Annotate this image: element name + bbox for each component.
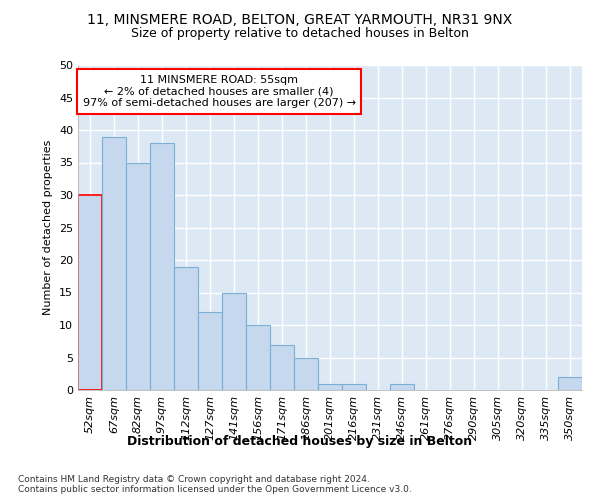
Text: Distribution of detached houses by size in Belton: Distribution of detached houses by size … — [127, 435, 473, 448]
Y-axis label: Number of detached properties: Number of detached properties — [43, 140, 53, 315]
Bar — [78, 195, 102, 390]
Bar — [390, 384, 414, 390]
Bar — [246, 325, 270, 390]
Bar — [198, 312, 222, 390]
Bar — [126, 162, 150, 390]
Text: 11, MINSMERE ROAD, BELTON, GREAT YARMOUTH, NR31 9NX: 11, MINSMERE ROAD, BELTON, GREAT YARMOUT… — [88, 12, 512, 26]
Bar — [150, 143, 174, 390]
Text: Contains HM Land Registry data © Crown copyright and database right 2024.
Contai: Contains HM Land Registry data © Crown c… — [18, 475, 412, 494]
Bar — [222, 292, 246, 390]
Text: 11 MINSMERE ROAD: 55sqm
← 2% of detached houses are smaller (4)
97% of semi-deta: 11 MINSMERE ROAD: 55sqm ← 2% of detached… — [83, 74, 356, 108]
Bar — [102, 136, 126, 390]
Bar — [342, 384, 366, 390]
Bar — [270, 344, 294, 390]
Bar — [294, 358, 318, 390]
Bar — [558, 377, 582, 390]
Bar — [318, 384, 342, 390]
Text: Size of property relative to detached houses in Belton: Size of property relative to detached ho… — [131, 28, 469, 40]
Bar — [174, 266, 198, 390]
